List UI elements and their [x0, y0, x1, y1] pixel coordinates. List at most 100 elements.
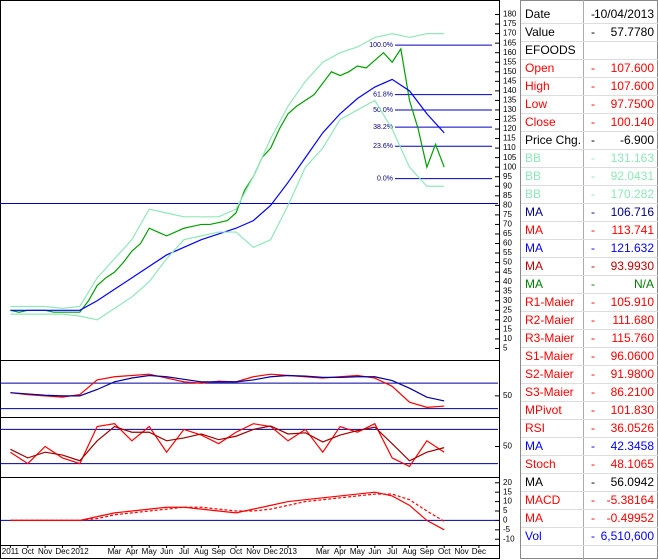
- row-separator: -: [591, 169, 595, 183]
- y-tick-label: 100: [503, 162, 517, 171]
- fib-label: 23.6%: [373, 143, 393, 150]
- x-tick-label: Aug: [194, 547, 208, 556]
- x-tick-label: 2013: [279, 547, 297, 556]
- y-tick-label: 175: [503, 19, 517, 28]
- row-separator: -: [591, 493, 595, 507]
- y-tick-label: 160: [503, 48, 517, 57]
- x-tick-label: Oct: [230, 547, 243, 556]
- series-line: [10, 374, 445, 402]
- y-tick-label: 60: [503, 239, 512, 248]
- row-value: 91.9800: [611, 367, 655, 381]
- row-label: BB: [525, 151, 541, 165]
- row-value: 131.163: [611, 151, 655, 165]
- fib-label: 61.8%: [373, 92, 393, 99]
- y-tick-label: 40: [503, 277, 512, 286]
- y-tick-label: 15: [503, 487, 512, 496]
- row-label: R1-Maier: [525, 295, 574, 309]
- row-separator: -: [591, 115, 595, 129]
- row-value: 36.0526: [611, 421, 655, 435]
- y-tick-label: 180: [503, 10, 517, 19]
- y-tick-label: 135: [503, 96, 517, 105]
- x-tick-label: Sep: [420, 547, 435, 556]
- row-label: MA: [525, 277, 543, 291]
- x-tick-label: Jul: [387, 547, 397, 556]
- fib-label: 50.0%: [373, 107, 393, 114]
- row-label: MACD: [525, 493, 561, 507]
- row-label: Open: [525, 61, 554, 75]
- row-value: 10/04/2013: [594, 7, 654, 21]
- row-separator: -: [591, 259, 595, 273]
- row-separator: -: [591, 7, 595, 21]
- row-value: 48.1065: [611, 457, 655, 471]
- row-separator: -: [591, 529, 595, 543]
- y-tick-label: 50: [503, 442, 512, 451]
- x-tick-label: Nov: [246, 547, 260, 556]
- row-value: -6.900: [620, 133, 654, 147]
- series-line: [10, 99, 445, 321]
- row-separator: -: [591, 457, 595, 471]
- row-value: 107.600: [611, 61, 655, 75]
- x-tick-label: Oct: [22, 547, 35, 556]
- row-value: 121.632: [611, 241, 655, 255]
- row-value: 105.910: [611, 295, 655, 309]
- row-value: N/A: [634, 277, 654, 291]
- row-label: Date: [525, 7, 551, 21]
- y-tick-label: 125: [503, 115, 517, 124]
- x-tick-label: Dec: [264, 547, 278, 556]
- y-tick-label: 155: [503, 57, 517, 66]
- row-separator: -: [591, 97, 595, 111]
- x-tick-label: May: [350, 547, 365, 556]
- row-label: R3-Maier: [525, 331, 574, 345]
- row-separator: -: [591, 385, 595, 399]
- y-tick-label: 10: [503, 334, 512, 343]
- row-separator: -: [591, 79, 595, 93]
- y-tick-label: 65: [503, 229, 512, 238]
- row-label: High: [525, 79, 550, 93]
- row-value: 106.716: [611, 205, 655, 219]
- y-tick-label: 70: [503, 220, 512, 229]
- y-tick-label: -10: [503, 534, 515, 543]
- row-separator: -: [591, 313, 595, 327]
- row-label: RSI: [525, 421, 545, 435]
- row-separator: -: [591, 439, 595, 453]
- x-tick-label: Jul: [179, 547, 189, 556]
- y-tick-label: 25: [503, 305, 512, 314]
- y-tick-label: 145: [503, 76, 517, 85]
- y-tick-label: 95: [503, 172, 512, 181]
- y-tick-label: 55: [503, 248, 512, 257]
- y-tick-label: 0: [503, 516, 508, 525]
- y-tick-label: 130: [503, 105, 517, 114]
- y-tick-label: 170: [503, 29, 517, 38]
- y-tick-label: 150: [503, 67, 517, 76]
- row-value: 96.0600: [611, 349, 655, 363]
- fib-label: 0.0%: [377, 175, 393, 182]
- y-tick-label: 110: [503, 143, 516, 152]
- row-separator: -: [591, 205, 595, 219]
- series-line: [10, 425, 445, 462]
- y-tick-label: 5: [503, 344, 508, 353]
- x-tick-label: Apr: [126, 547, 139, 556]
- row-separator: -: [591, 151, 595, 165]
- row-separator: -: [591, 421, 595, 435]
- row-label: MA: [525, 223, 543, 237]
- row-value: 6,510,600: [601, 529, 655, 543]
- y-tick-label: 120: [503, 124, 517, 133]
- row-label: MA: [525, 205, 543, 219]
- row-label: S2-Maier: [525, 367, 574, 381]
- row-value: 97.7500: [611, 97, 655, 111]
- row-separator: -: [591, 61, 595, 75]
- row-label: BB: [525, 187, 541, 201]
- y-tick-label: 30: [503, 296, 512, 305]
- x-tick-label: Mar: [316, 547, 330, 556]
- y-tick-label: 115: [503, 134, 516, 143]
- y-tick-label: 45: [503, 267, 512, 276]
- row-value: 107.600: [611, 79, 655, 93]
- series-line: [10, 78, 445, 311]
- row-value: 170.282: [611, 187, 655, 201]
- x-tick-label: Mar: [108, 547, 122, 556]
- x-tick-label: Apr: [334, 547, 347, 556]
- row-value: 92.0431: [611, 169, 655, 183]
- row-label: S3-Maier: [525, 385, 574, 399]
- row-label: EFOODS: [525, 43, 576, 57]
